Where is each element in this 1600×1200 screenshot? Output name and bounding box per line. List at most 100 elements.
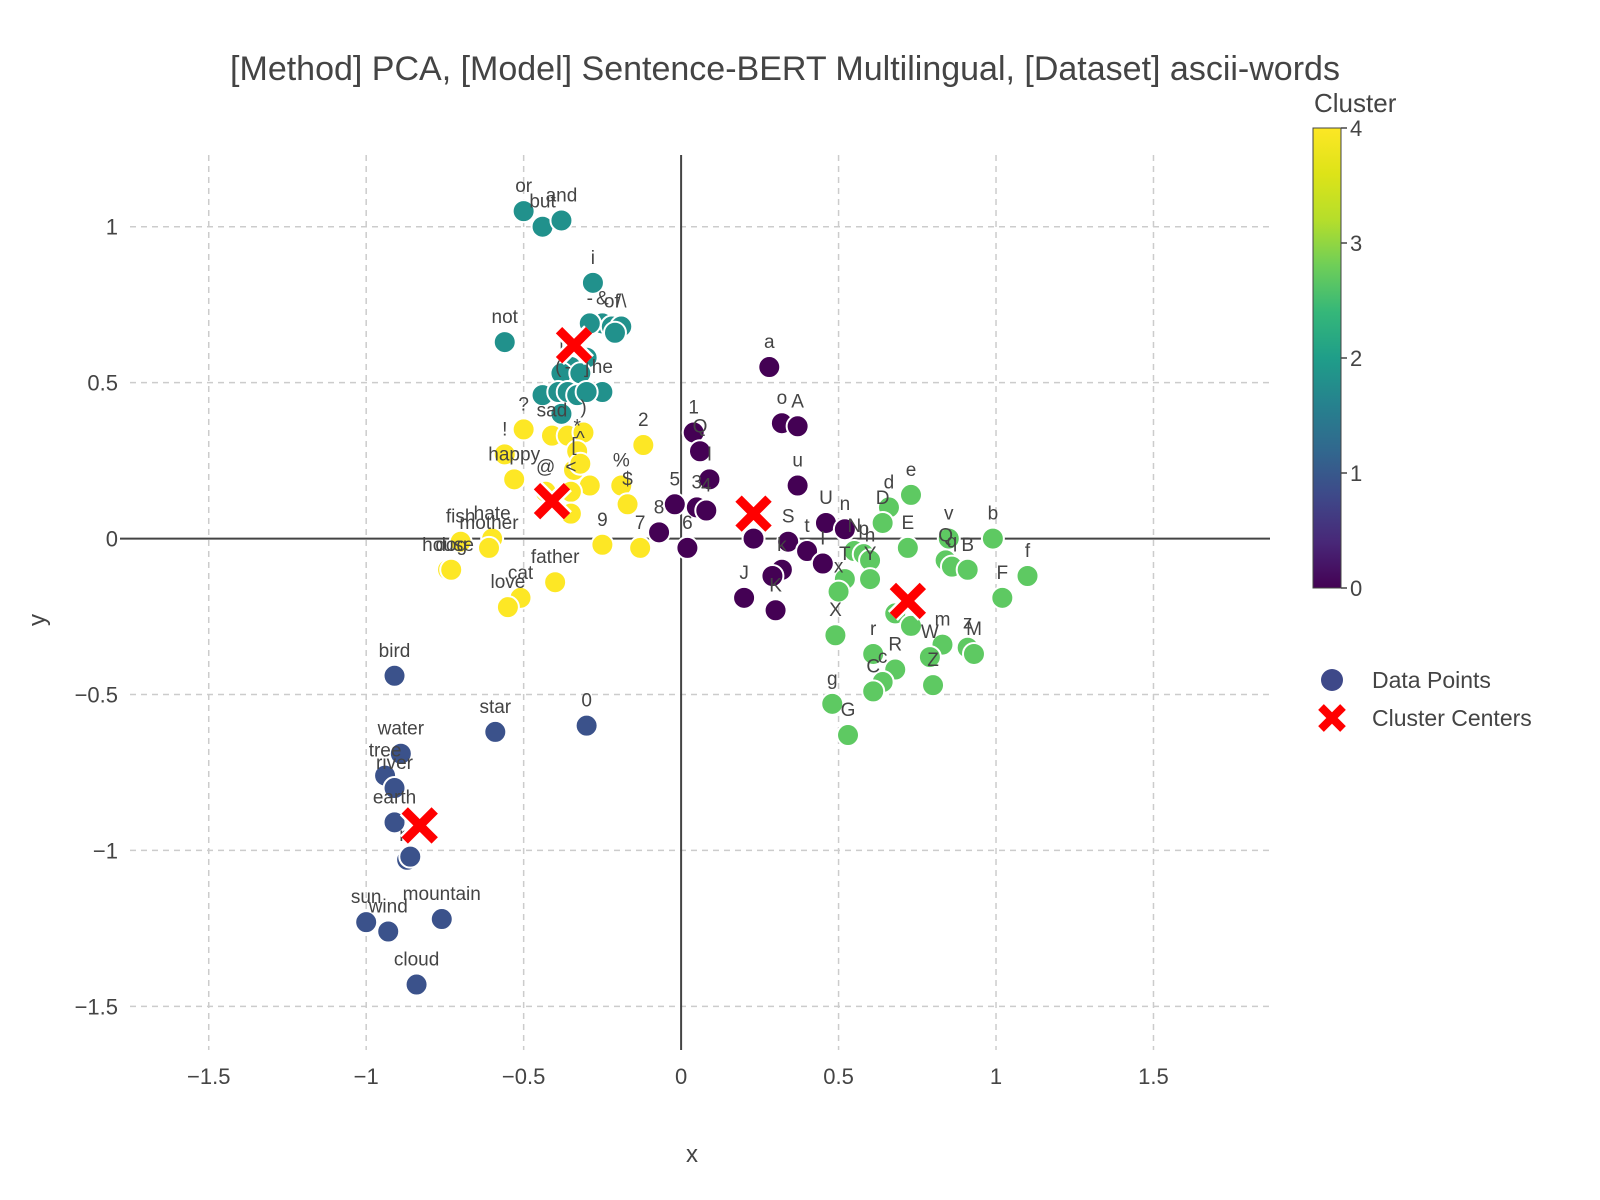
point-label: earth [373,787,416,808]
point-label: ) [580,398,586,419]
point-label: ! [502,419,507,440]
point-label: river [376,753,414,774]
point-label: Q [693,416,708,437]
point-label: fish [446,507,476,528]
point-label: X [829,600,842,621]
colorbar-tick-label: 3 [1350,231,1362,256]
point-label: $ [622,469,633,490]
point-label: h [865,525,876,546]
y-tick-label: 1 [106,215,118,240]
point-label: m [935,610,951,631]
point-label: cloud [394,950,439,971]
point-label: i [591,248,595,269]
colorbar: Cluster 0 1 2 3 4 [1312,88,1397,601]
point-label: but [529,192,556,213]
point-label: E [902,513,915,534]
point-label: J [739,563,749,584]
point-label: ^ [576,429,585,450]
data-point [511,417,536,442]
data-point [826,579,851,604]
data-point [898,613,923,638]
legend-item-cluster-centers: Cluster Centers [1318,704,1532,732]
data-point [382,776,407,801]
point-label: v [944,504,954,525]
point-label: n [840,494,851,515]
point-label: tree [369,741,402,762]
point-label: sun [351,887,382,908]
data-point [757,355,782,380]
cluster-center-marker [533,482,571,520]
y-axis-title: y [24,614,51,626]
data-point [602,320,627,345]
cluster-centers [399,325,928,846]
grid [130,155,1270,1050]
data-point [502,467,527,492]
data-point [741,526,766,551]
point-label: father [531,547,580,568]
point-label: mountain [403,884,481,905]
data-point [1015,563,1040,588]
legend-item-data-points: Data Points [1321,667,1491,693]
data-points [354,199,1040,997]
point-label: mother [459,513,519,534]
y-tick-label: 0.5 [87,371,118,396]
data-point [832,517,857,542]
point-label: T [839,544,851,565]
point-label: g [827,669,838,690]
data-point [568,451,593,476]
point-label: * [573,416,581,437]
point-label: 9 [597,510,608,531]
point-label: he [592,357,613,378]
point-label: q [947,532,958,553]
x-tick-label: −1 [354,1064,379,1089]
y-tick-labels: −1.5 −1 −0.5 0 0.5 1 [75,215,118,1020]
data-point [921,673,946,698]
y-tick-label: 0 [106,527,118,552]
data-point [590,532,615,557]
point-label: [ [571,435,577,456]
point-label: U [819,488,833,509]
data-point [549,208,574,233]
cluster-center-marker [555,327,593,364]
point-label: ] [584,357,589,378]
data-point [776,529,801,554]
point-label: 8 [654,497,665,518]
data-point [870,510,895,535]
data-point [732,585,757,610]
point-label: a [764,332,775,353]
x-axis-title: x [686,1141,698,1168]
point-label: sad [537,401,568,422]
point-label: Z [927,650,939,671]
data-point [836,723,861,748]
point-label: cat [508,563,534,584]
point-label: N [847,516,861,537]
cluster-center-marker [735,495,772,532]
data-point [980,526,1005,551]
point-label: 0 [581,691,592,712]
point-label: - [587,288,593,309]
point-label: bird [379,641,411,662]
point-label: @ [536,457,555,478]
point-label: u [792,451,803,472]
point-label: k [777,535,787,556]
data-point [495,595,520,620]
x-tick-label: 0 [675,1064,687,1089]
data-point [858,567,883,592]
x-tick-label: −1.5 [187,1064,230,1089]
point-label: e [906,460,917,481]
point-label: star [479,697,511,718]
point-label: ? [518,394,529,415]
point-label: ( [555,357,562,378]
data-point [580,270,605,295]
legend-label-data-points: Data Points [1372,667,1491,693]
point-label: r [870,619,877,640]
point-label: C [866,656,880,677]
point-label: & [596,288,609,309]
data-point [543,570,568,595]
point-label: I [820,529,825,550]
data-point [861,641,886,666]
point-label: or [515,176,533,197]
data-point [388,741,413,766]
chart-title: [Method] PCA, [Model] Sentence-BERT Mult… [230,50,1340,88]
data-point [823,623,848,648]
